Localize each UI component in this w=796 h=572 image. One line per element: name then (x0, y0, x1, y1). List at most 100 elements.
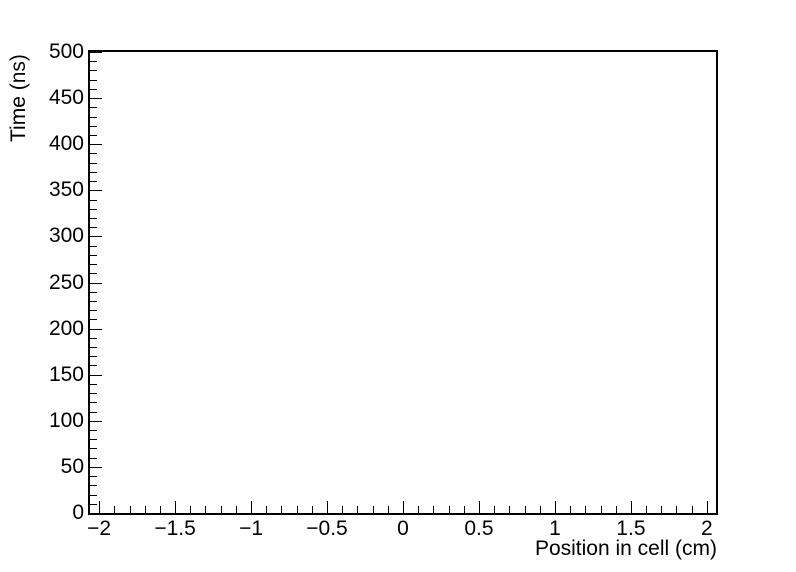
x-minor-tick (190, 506, 192, 513)
x-minor-tick (311, 506, 313, 513)
axis-frame-bottom (88, 513, 718, 515)
x-major-tick (478, 501, 480, 513)
x-minor-tick (585, 506, 587, 513)
y-minor-tick (90, 153, 97, 155)
y-tick-label: 300 (48, 224, 84, 248)
y-minor-tick (90, 79, 97, 81)
x-minor-tick (114, 506, 116, 513)
x-minor-tick (159, 506, 161, 513)
y-minor-tick (90, 171, 97, 173)
y-minor-tick (90, 291, 97, 293)
y-minor-tick (90, 208, 97, 210)
y-minor-tick (90, 393, 97, 395)
x-major-tick (630, 501, 632, 513)
y-minor-tick (90, 300, 97, 302)
y-major-tick (90, 144, 102, 146)
y-minor-tick (90, 430, 97, 432)
y-minor-tick (90, 227, 97, 229)
y-minor-tick (90, 134, 97, 136)
y-minor-tick (90, 411, 97, 413)
x-minor-tick (494, 506, 496, 513)
x-major-tick (706, 501, 708, 513)
y-minor-tick (90, 254, 97, 256)
y-tick-label: 200 (48, 316, 84, 340)
axis-frame-top (88, 50, 718, 52)
y-minor-tick (90, 476, 97, 478)
y-minor-tick (90, 199, 97, 201)
x-minor-tick (524, 506, 526, 513)
x-major-tick (175, 501, 177, 513)
x-minor-tick (220, 506, 222, 513)
x-axis-title: Position in cell (cm) (534, 537, 717, 560)
x-minor-tick (129, 506, 131, 513)
y-tick-label: 250 (48, 270, 84, 294)
x-minor-tick (615, 506, 617, 513)
y-major-tick (90, 328, 102, 330)
y-minor-tick (90, 402, 97, 404)
y-minor-tick (90, 494, 97, 496)
y-tick-label: 50 (60, 454, 84, 478)
x-major-tick (327, 501, 329, 513)
x-tick-label: −2 (87, 517, 112, 540)
y-tick-label: 100 (48, 408, 84, 432)
y-axis-title: Time (ns) (7, 54, 30, 142)
x-tick-label: 0 (397, 517, 409, 540)
x-minor-tick (235, 506, 237, 513)
y-tick-label: 350 (48, 178, 84, 202)
x-minor-tick (296, 506, 298, 513)
y-tick-label: 150 (48, 362, 84, 386)
x-minor-tick (448, 506, 450, 513)
x-minor-tick (266, 506, 268, 513)
x-tick-label: 1.5 (616, 517, 646, 540)
x-minor-tick (372, 506, 374, 513)
x-minor-tick (600, 506, 602, 513)
x-minor-tick (676, 506, 678, 513)
y-major-tick (90, 52, 102, 53)
y-minor-tick (90, 107, 97, 109)
y-minor-tick (90, 319, 97, 321)
x-minor-tick (144, 506, 146, 513)
x-minor-tick (539, 506, 541, 513)
y-minor-tick (90, 70, 97, 72)
x-tick-label: 1 (549, 517, 561, 540)
x-minor-tick (463, 506, 465, 513)
y-minor-tick (90, 273, 97, 275)
y-minor-tick (90, 439, 97, 441)
x-minor-tick (418, 506, 420, 513)
axis-frame-left (88, 50, 90, 515)
y-major-tick (90, 282, 102, 284)
x-major-tick (554, 501, 556, 513)
x-minor-tick (387, 506, 389, 513)
y-minor-tick (90, 503, 97, 505)
x-tick-label: −1 (239, 517, 264, 540)
x-major-tick (251, 501, 253, 513)
y-major-tick (90, 513, 102, 514)
x-tick-label: 0.5 (464, 517, 494, 540)
x-minor-tick (357, 506, 359, 513)
x-minor-tick (570, 506, 572, 513)
plot-area[interactable] (90, 52, 716, 513)
y-minor-tick (90, 125, 97, 127)
y-minor-tick (90, 116, 97, 118)
x-minor-tick (691, 506, 693, 513)
y-minor-tick (90, 337, 97, 339)
y-major-tick (90, 420, 102, 422)
x-minor-tick (281, 506, 283, 513)
y-major-tick (90, 466, 102, 468)
y-tick-label: 0 (72, 501, 84, 524)
x-minor-tick (661, 506, 663, 513)
y-tick-label: 450 (48, 86, 84, 110)
y-minor-tick (90, 365, 97, 367)
y-minor-tick (90, 485, 97, 487)
y-minor-tick (90, 162, 97, 164)
x-major-tick (99, 501, 101, 513)
y-major-tick (90, 374, 102, 376)
y-major-tick (90, 190, 102, 192)
y-minor-tick (90, 383, 97, 385)
y-minor-tick (90, 457, 97, 459)
y-minor-tick (90, 61, 97, 63)
y-minor-tick (90, 448, 97, 450)
y-minor-tick (90, 245, 97, 247)
y-minor-tick (90, 88, 97, 90)
